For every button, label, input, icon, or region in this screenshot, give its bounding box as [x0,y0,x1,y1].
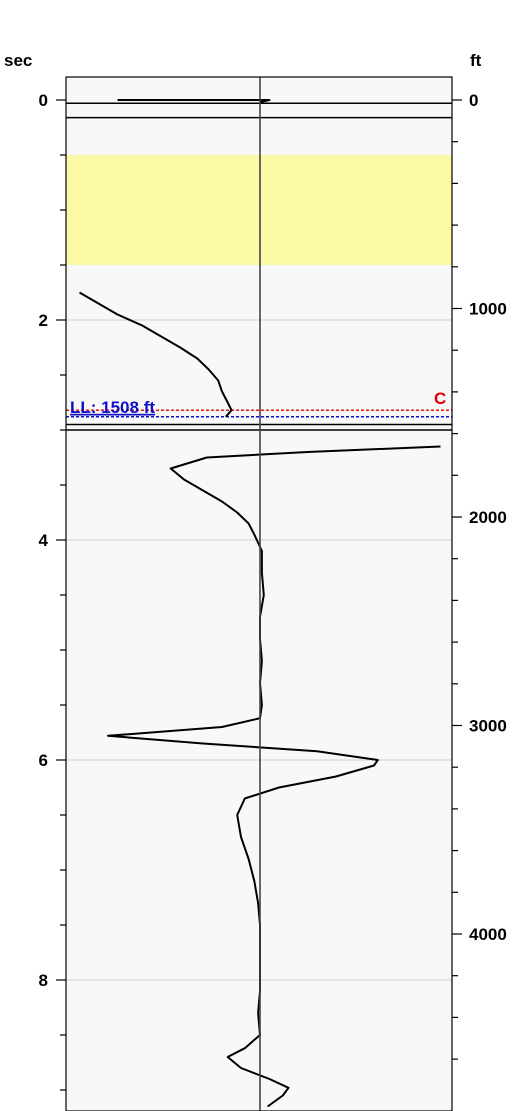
right-axis-label: ft [470,51,482,70]
left-tick-label: 4 [39,531,49,550]
level-line-label: LL: 1508 ft [70,398,155,417]
right-tick-label: 3000 [469,717,507,736]
right-tick-label: 4000 [469,925,507,944]
left-axis-label: sec [4,51,32,70]
plot-frame [65,76,453,1111]
trace-segment-3 [107,445,441,1108]
left-tick-label: 2 [39,311,48,330]
trace-segment-2 [78,291,233,418]
left-tick-label: 8 [39,971,48,990]
right-tick-label: 0 [469,91,478,110]
left-tick-label: 0 [39,91,48,110]
trace-segment-1 [117,99,271,104]
right-tick-label: 2000 [469,508,507,527]
left-tick-label: 6 [39,751,48,770]
highlight-band [66,155,452,265]
marker-label: C [434,389,446,408]
right-tick-label: 1000 [469,300,507,319]
